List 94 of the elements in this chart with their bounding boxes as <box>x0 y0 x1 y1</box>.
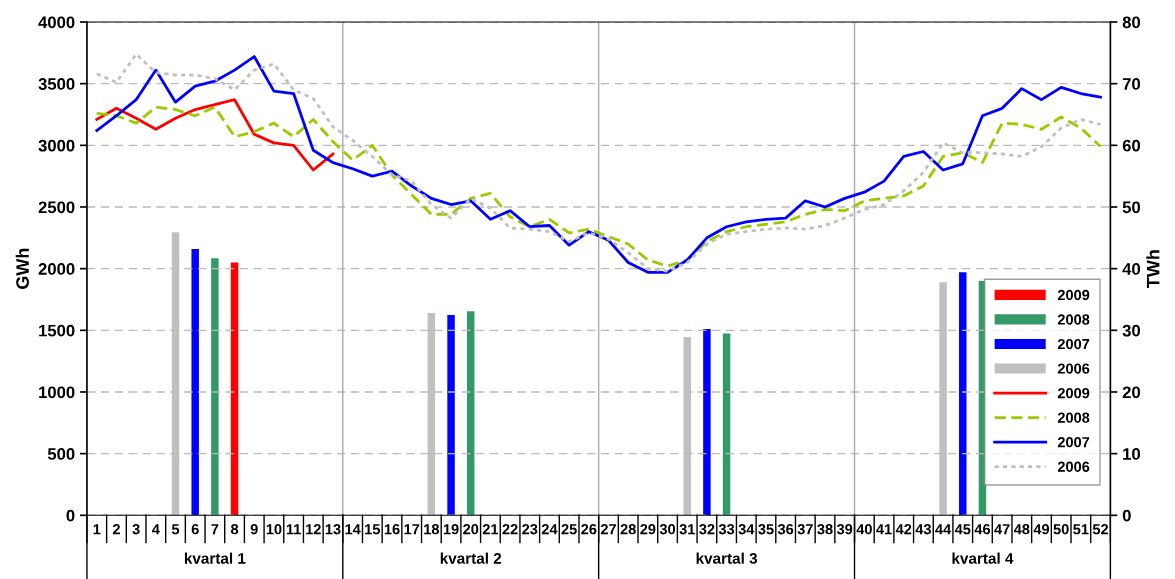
y-tick-label: 2000 <box>38 263 75 275</box>
text: kvartal 3 <box>696 552 758 564</box>
x-tick-label: 50 <box>1053 524 1069 535</box>
legend-label: 2009 <box>1057 387 1090 399</box>
x-tick-label: 13 <box>325 524 341 535</box>
text: kvartal 1 <box>184 552 246 564</box>
x-tick-label: 5 <box>171 524 180 535</box>
y-axis-title: GWh <box>15 248 29 289</box>
legend-label: 2008 <box>1057 314 1090 325</box>
x-tick-label: 51 <box>1073 524 1089 535</box>
x-tick-label: 19 <box>443 524 459 535</box>
x-tick-label: 14 <box>345 524 361 535</box>
text: kvartal 2 <box>440 552 502 564</box>
x-tick-label: 11 <box>286 524 301 535</box>
x-tick-label: 33 <box>718 524 735 535</box>
x-tick-label: 25 <box>561 524 577 535</box>
y2-tick-label: 80 <box>1122 16 1141 29</box>
x-tick-label: 7 <box>211 524 219 535</box>
y-tick-label: 1000 <box>39 386 75 399</box>
y2-axis-title: TWh <box>1146 250 1160 288</box>
x-tick-label: 48 <box>1013 524 1030 535</box>
x-tick-label: 3 <box>132 524 140 535</box>
x-tick-label: 20 <box>463 524 479 535</box>
x-tick-label: 46 <box>974 524 991 535</box>
bar <box>703 329 711 516</box>
x-tick-label: 18 <box>424 524 440 535</box>
x-tick-label: 36 <box>777 524 794 535</box>
x-tick-label: 30 <box>659 524 676 535</box>
x-tick-label: 17 <box>404 524 420 535</box>
x-tick-label: 24 <box>541 524 558 535</box>
x-tick-label: 45 <box>954 524 971 535</box>
y-tick-label: 3000 <box>38 139 75 152</box>
y2-tick-label: 10 <box>1123 448 1141 460</box>
x-tick-label: 6 <box>191 524 199 535</box>
y2-tick-label: 60 <box>1122 139 1141 152</box>
y2-tick-label: 0 <box>1122 509 1131 522</box>
x-tick-label: 41 <box>876 524 892 535</box>
x-tick-label: 42 <box>895 524 912 535</box>
x-tick-label: 43 <box>915 524 931 535</box>
bar <box>230 262 239 516</box>
x-tick-label: 37 <box>797 524 813 535</box>
x-tick-label: 29 <box>640 524 656 535</box>
y2-tick-label: 20 <box>1122 386 1141 399</box>
legend-label: 2007 <box>1057 338 1090 350</box>
x-tick-label: 4 <box>152 524 160 535</box>
x-tick-label: 38 <box>817 524 833 535</box>
y-tick-label: 500 <box>47 448 75 460</box>
x-tick-label: 28 <box>620 524 636 535</box>
x-tick-label: 40 <box>856 524 872 535</box>
legend-label: 2006 <box>1057 363 1090 374</box>
y2-tick-label: 50 <box>1122 201 1141 214</box>
x-tick-label: 34 <box>738 524 755 535</box>
bar <box>191 248 199 516</box>
bar <box>466 311 475 516</box>
bar <box>447 314 455 516</box>
x-tick-label: 32 <box>699 524 715 535</box>
x-tick-label: 35 <box>758 524 774 535</box>
legend-label: 2009 <box>1057 289 1090 301</box>
x-tick-label: 44 <box>935 524 952 535</box>
x-tick-label: 27 <box>600 524 616 535</box>
x-tick-label: 21 <box>482 524 499 535</box>
x-tick-label: 12 <box>306 524 321 535</box>
y-tick-label: 4000 <box>38 16 75 29</box>
x-tick-label: 47 <box>994 524 1010 535</box>
y2-tick-label: 70 <box>1122 78 1141 90</box>
x-tick-label: 10 <box>266 524 282 535</box>
line-series <box>95 105 1102 268</box>
x-tick-label: 26 <box>581 524 597 535</box>
y-tick-label: 0 <box>66 509 75 522</box>
x-tick-label: 49 <box>1033 524 1050 535</box>
x-tick-label: 8 <box>230 524 239 535</box>
legend-label: 2006 <box>1057 461 1090 472</box>
line-series <box>95 98 335 172</box>
legend-label: 2008 <box>1057 412 1090 423</box>
x-tick-label: 22 <box>502 524 518 535</box>
legend-label: 2007 <box>1057 437 1090 448</box>
x-tick-label: 15 <box>365 524 381 535</box>
y2-tick-label: 40 <box>1122 263 1141 275</box>
bar <box>722 333 731 516</box>
x-tick-label: 52 <box>1092 524 1109 535</box>
x-tick-label: 2 <box>112 524 120 535</box>
y-tick-label: 3500 <box>38 78 75 90</box>
x-tick-label: 16 <box>384 524 400 535</box>
y-tick-label: 2500 <box>38 201 75 214</box>
x-tick-label: 9 <box>250 524 258 535</box>
y2-tick-label: 30 <box>1122 324 1141 337</box>
x-tick-label: 23 <box>522 524 538 535</box>
bar <box>211 258 219 516</box>
x-tick-label: 1 <box>93 524 101 535</box>
text: kvartal 4 <box>952 552 1014 564</box>
x-tick-label: 39 <box>836 524 853 535</box>
y-tick-label: 1500 <box>39 324 75 337</box>
x-tick-label: 31 <box>679 524 695 535</box>
bar <box>959 272 967 516</box>
